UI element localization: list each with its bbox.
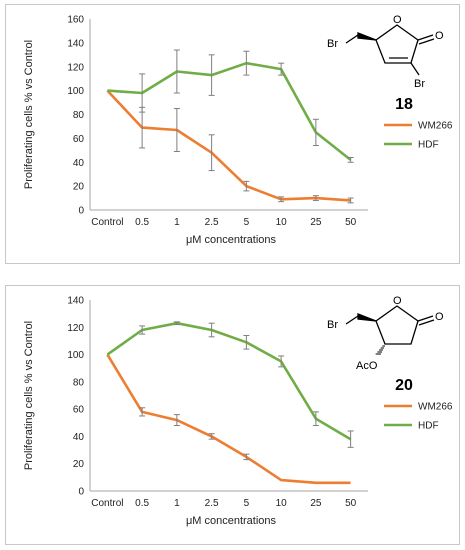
legend-label-wm266: WM266 (418, 402, 453, 413)
x-tick-label: 25 (310, 217, 322, 228)
y-tick-label: 20 (73, 459, 85, 470)
y-tick-label: 80 (73, 110, 85, 121)
y-tick-label: 100 (67, 350, 84, 361)
carbonyl-bond-double (418, 38, 435, 45)
error-bar (347, 156, 354, 163)
x-axis-label: μM concentrations (186, 234, 277, 246)
series-line-wm266 (106, 353, 351, 485)
error-bar (278, 62, 285, 76)
x-tick-label: 10 (276, 498, 288, 509)
carbonyl-bond (417, 34, 434, 41)
compound-number: 20 (395, 377, 413, 394)
error-bar (208, 322, 215, 338)
atom-label-ring-o: O (393, 14, 402, 26)
chart-svg-20: 0 20 40 60 80 100 120 140 Control 0.5 1 2.5 5 10 25 50 μ… (23, 295, 453, 527)
x-tick-label: Control (91, 498, 123, 509)
atom-label-ring-o: O (393, 295, 402, 307)
y-tick-label: 60 (73, 134, 85, 145)
lactone-ring-bond (375, 305, 419, 345)
y-tick-label: 100 (67, 86, 84, 97)
error-bar (243, 180, 250, 192)
y-axis-label: Proliferating cells % vs Control (23, 321, 35, 470)
error-bar (278, 355, 285, 368)
y-tick-label: 40 (73, 158, 85, 169)
y-tick-label: 0 (78, 487, 84, 498)
atom-label-br: Br (327, 38, 338, 50)
ch2-bond (345, 315, 359, 325)
x-tick-label: 10 (276, 217, 288, 228)
legend-label-hdf: HDF (418, 421, 439, 432)
x-tick-label: 2.5 (205, 498, 219, 509)
wedge-bond (357, 32, 377, 41)
x-tick-label: Control (91, 217, 123, 228)
x-tick-label: 0.5 (135, 498, 149, 509)
y-tick-label: 120 (67, 62, 84, 73)
x-tick-label: 50 (345, 498, 357, 509)
error-bar (312, 195, 319, 201)
ch2-bond (345, 34, 359, 44)
error-bar (312, 118, 319, 147)
chart-panel-compound-20: 0 20 40 60 80 100 120 140 Control 0.5 1 2.5 5 10 25 50 μ… (5, 285, 460, 545)
error-bar (208, 433, 215, 440)
x-tick-label: 50 (345, 217, 357, 228)
hashed-bond (375, 345, 385, 355)
error-bar (173, 49, 180, 94)
atom-label-carbonyl-o: O (435, 30, 444, 42)
error-bar (347, 197, 354, 204)
error-bar (173, 108, 180, 153)
error-bar (173, 321, 180, 326)
y-tick-label: 140 (67, 296, 84, 307)
error-bar (208, 54, 215, 96)
atom-label-aco: AcO (356, 360, 378, 372)
atom-label-vinyl-br: Br (414, 78, 425, 90)
error-bar (139, 73, 146, 113)
error-bar (139, 325, 146, 335)
y-tick-label: 40 (73, 432, 85, 443)
error-bar (243, 334, 250, 350)
x-tick-label: 1 (174, 498, 180, 509)
y-tick-label: 0 (78, 206, 84, 217)
structure-drawing (345, 24, 435, 76)
error-bar (139, 407, 146, 417)
legend-label-hdf: HDF (418, 140, 439, 151)
x-tick-label: 0.5 (135, 217, 149, 228)
wedge-bond (357, 313, 377, 322)
c-br-bond (410, 62, 420, 76)
atom-label-br: Br (327, 319, 338, 331)
y-tick-label: 160 (67, 15, 84, 26)
error-bar (312, 411, 319, 427)
x-tick-label: 5 (244, 217, 250, 228)
atom-label-carbonyl-o: O (435, 311, 444, 323)
y-tick-label: 120 (67, 323, 84, 334)
chart-svg-18: 0 20 40 60 80 100 120 140 160 Control 0.5 1 2.5 5 10 25… (23, 14, 453, 246)
error-bar (347, 430, 354, 448)
x-tick-label: 25 (310, 498, 322, 509)
series-line-hdf (107, 61, 352, 161)
series-line-hdf (106, 321, 352, 441)
y-tick-label: 80 (73, 377, 85, 388)
y-tick-label: 140 (67, 38, 84, 49)
error-bar (208, 134, 215, 172)
y-tick-label: 60 (73, 405, 85, 416)
legend-label-wm266: WM266 (418, 121, 453, 132)
y-tick-label: 20 (73, 182, 85, 193)
x-axis-label: μM concentrations (186, 515, 277, 527)
error-bar (243, 453, 250, 461)
y-axis-label: Proliferating cells % vs Control (23, 40, 35, 189)
chart-panel-compound-18: 0 20 40 60 80 100 120 140 160 Control 0.5 1 2.5 5 10 25… (5, 4, 460, 264)
lactone-ring-bond (375, 24, 419, 64)
x-tick-label: 1 (174, 217, 180, 228)
x-tick-label: 5 (244, 498, 250, 509)
compound-number: 18 (395, 96, 413, 113)
error-bar (243, 50, 250, 76)
carbonyl-bond-double (418, 319, 435, 326)
x-tick-label: 2.5 (205, 217, 219, 228)
structure-drawing (345, 305, 435, 355)
error-bar (278, 196, 285, 203)
error-bar (173, 414, 180, 427)
carbonyl-bond (417, 315, 434, 322)
series-line-wm266 (106, 89, 351, 202)
